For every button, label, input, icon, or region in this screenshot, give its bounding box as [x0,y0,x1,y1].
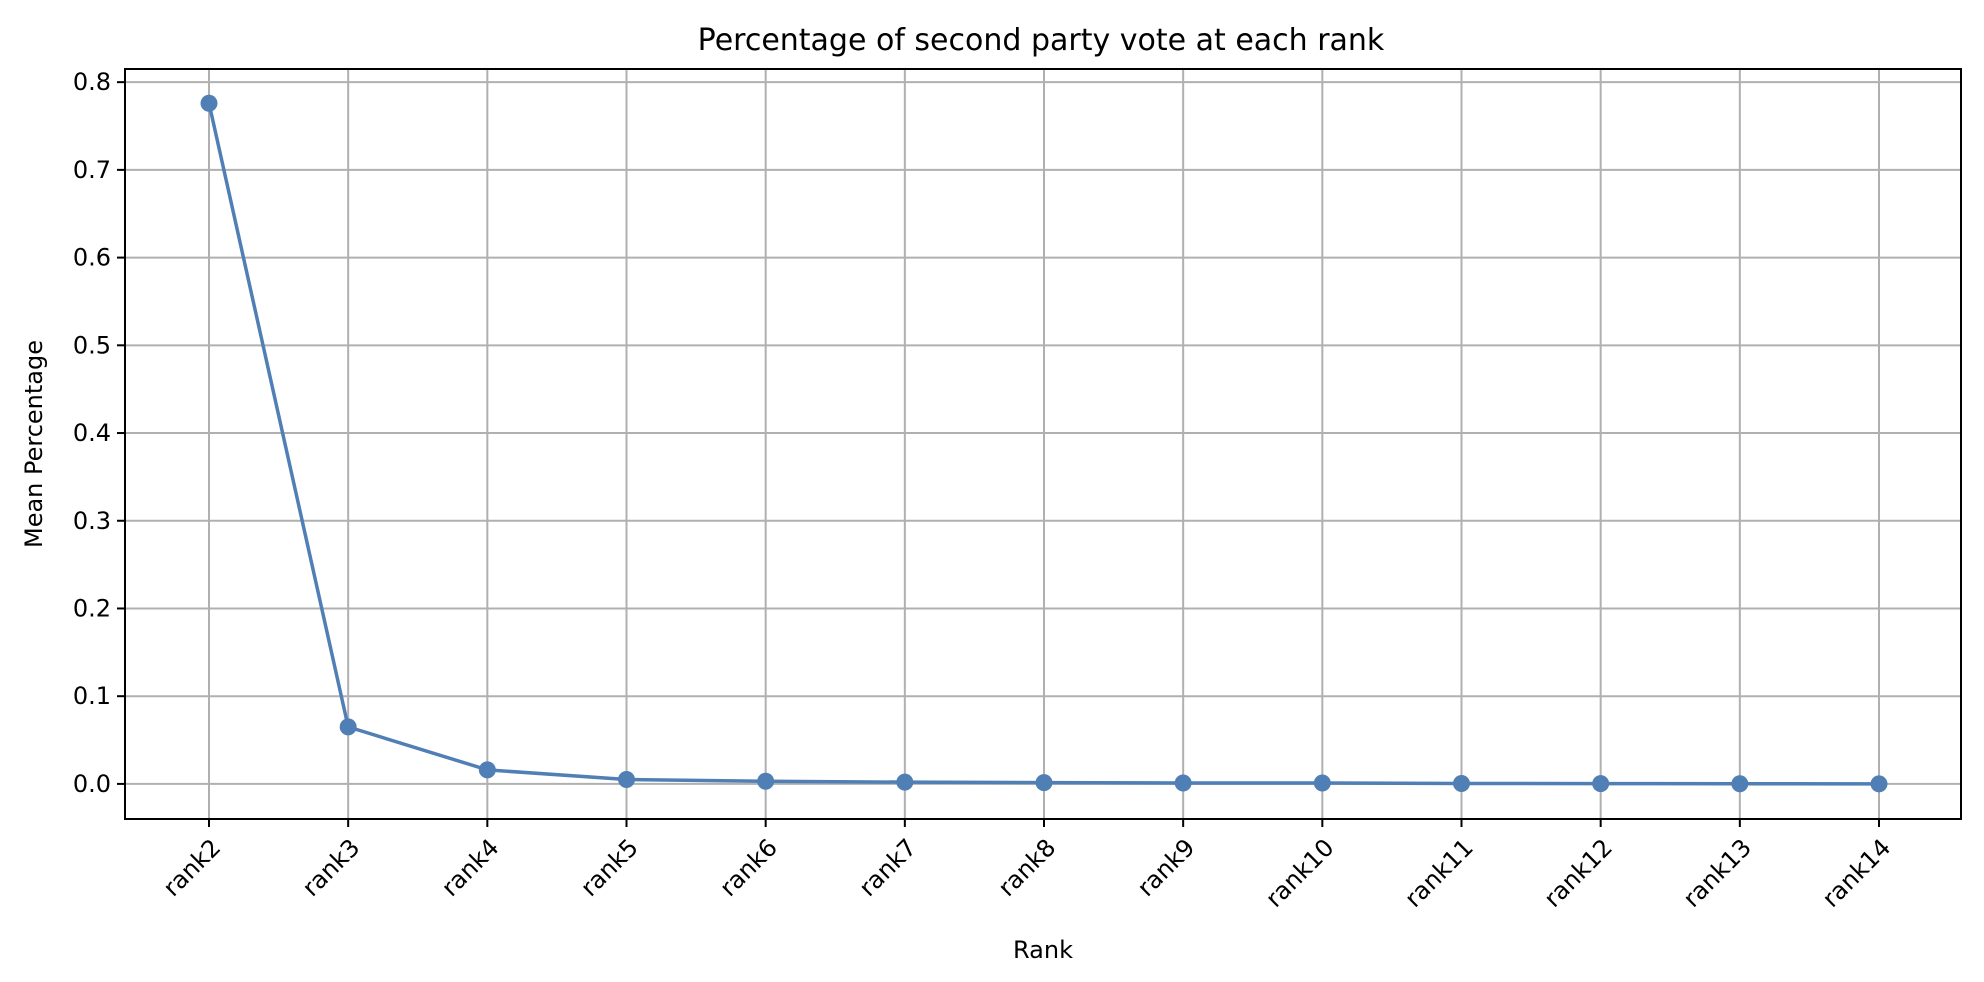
y-tick-label: 0.8 [73,68,111,96]
y-tick-label: 0.5 [73,331,111,359]
y-tick-label: 0.6 [73,244,111,272]
chart-title: Percentage of second party vote at each … [698,23,1385,58]
x-tick-label: rank9 [1132,833,1201,902]
data-point-rank3 [339,718,357,736]
data-point-rank6 [757,772,775,790]
y-tick-label: 0.0 [73,770,111,798]
x-axis-label: Rank [1013,936,1073,964]
data-point-rank9 [1174,774,1192,792]
x-tick-label: rank11 [1399,833,1478,912]
x-tick-label: rank2 [158,833,227,902]
y-axis-label: Mean Percentage [20,340,48,548]
grid-layer [125,69,1961,819]
data-point-rank14 [1870,775,1888,793]
x-tick-label: rank3 [297,833,366,902]
x-tick-label: rank4 [436,833,505,902]
data-point-rank7 [896,773,914,791]
y-tick-label: 0.4 [73,419,111,447]
data-point-rank10 [1313,774,1331,792]
x-tick-label: rank10 [1260,833,1339,912]
y-tick-label: 0.7 [73,156,111,184]
data-point-rank12 [1592,775,1610,793]
tick-layer: rank2 rank3 rank4 rank5 rank6 rank7 rank8 rank9… [73,68,1896,913]
y-tick-label: 0.1 [73,682,111,710]
data-point-rank11 [1453,774,1470,792]
data-point-rank8 [1035,774,1053,792]
data-point-rank4 [478,761,496,779]
x-tick-label: rank7 [854,833,923,902]
y-tick-label: 0.2 [73,594,111,622]
data-point-rank13 [1731,775,1749,793]
series-layer [200,94,1888,793]
x-tick-label: rank14 [1817,833,1896,912]
data-point-rank2 [200,94,218,112]
x-tick-label: rank8 [993,833,1062,902]
x-tick-label: rank12 [1539,833,1618,912]
y-tick-label: 0.3 [73,507,111,535]
x-tick-label: rank5 [575,833,644,902]
x-tick-label: rank13 [1678,833,1757,912]
data-point-rank5 [618,771,635,789]
x-tick-label: rank6 [714,833,783,902]
